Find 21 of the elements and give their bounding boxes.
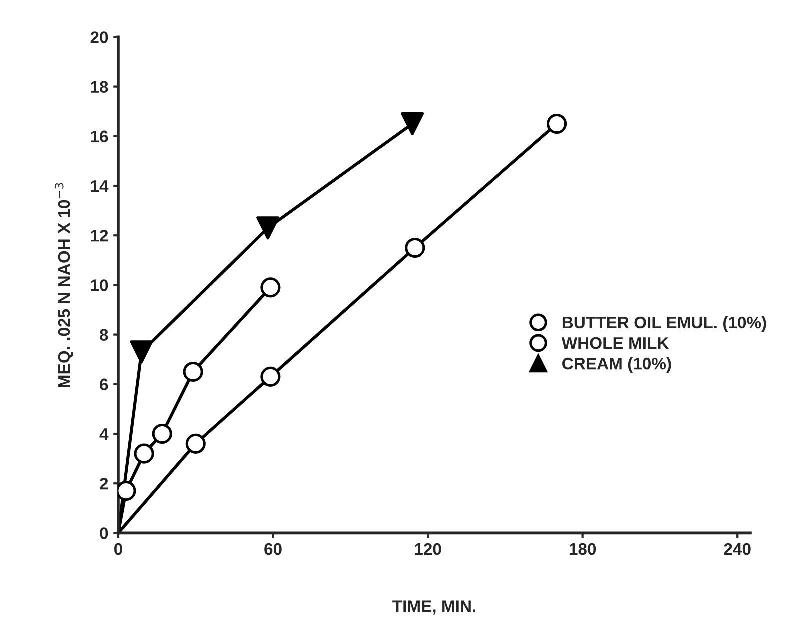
- legend-label: WHOLE MILK: [562, 337, 670, 350]
- x-tick-label: 180: [570, 543, 596, 556]
- y-tick-label: 12: [91, 230, 108, 242]
- x-axis-title: TIME, MIN.: [392, 600, 476, 615]
- legend-label: CREAM (10%): [562, 357, 672, 374]
- y-tick-label: 0: [100, 528, 108, 540]
- y-tick-label: 20: [90, 32, 108, 44]
- y-tick-label: 10: [91, 280, 108, 292]
- y-tick-label: 16: [91, 130, 108, 143]
- y-tick-label: 4: [100, 428, 109, 440]
- y-tick-label: 18: [91, 81, 108, 94]
- x-tick-label: 0: [114, 543, 122, 556]
- y-tick-label: 6: [100, 378, 108, 391]
- y-tick-label: 2: [100, 478, 108, 490]
- y-tick-label: 8: [100, 329, 108, 342]
- x-tick-label: 240: [724, 543, 751, 556]
- legend-label: BUTTER OIL EMUL. (10%): [562, 316, 766, 332]
- y-axis-title: MEQ. .025 N NAOH X 10$^{−3}$: [54, 183, 74, 388]
- y-tick-label: 14: [91, 180, 109, 192]
- x-tick-label: 60: [264, 543, 282, 556]
- x-tick-label: 120: [415, 543, 442, 556]
